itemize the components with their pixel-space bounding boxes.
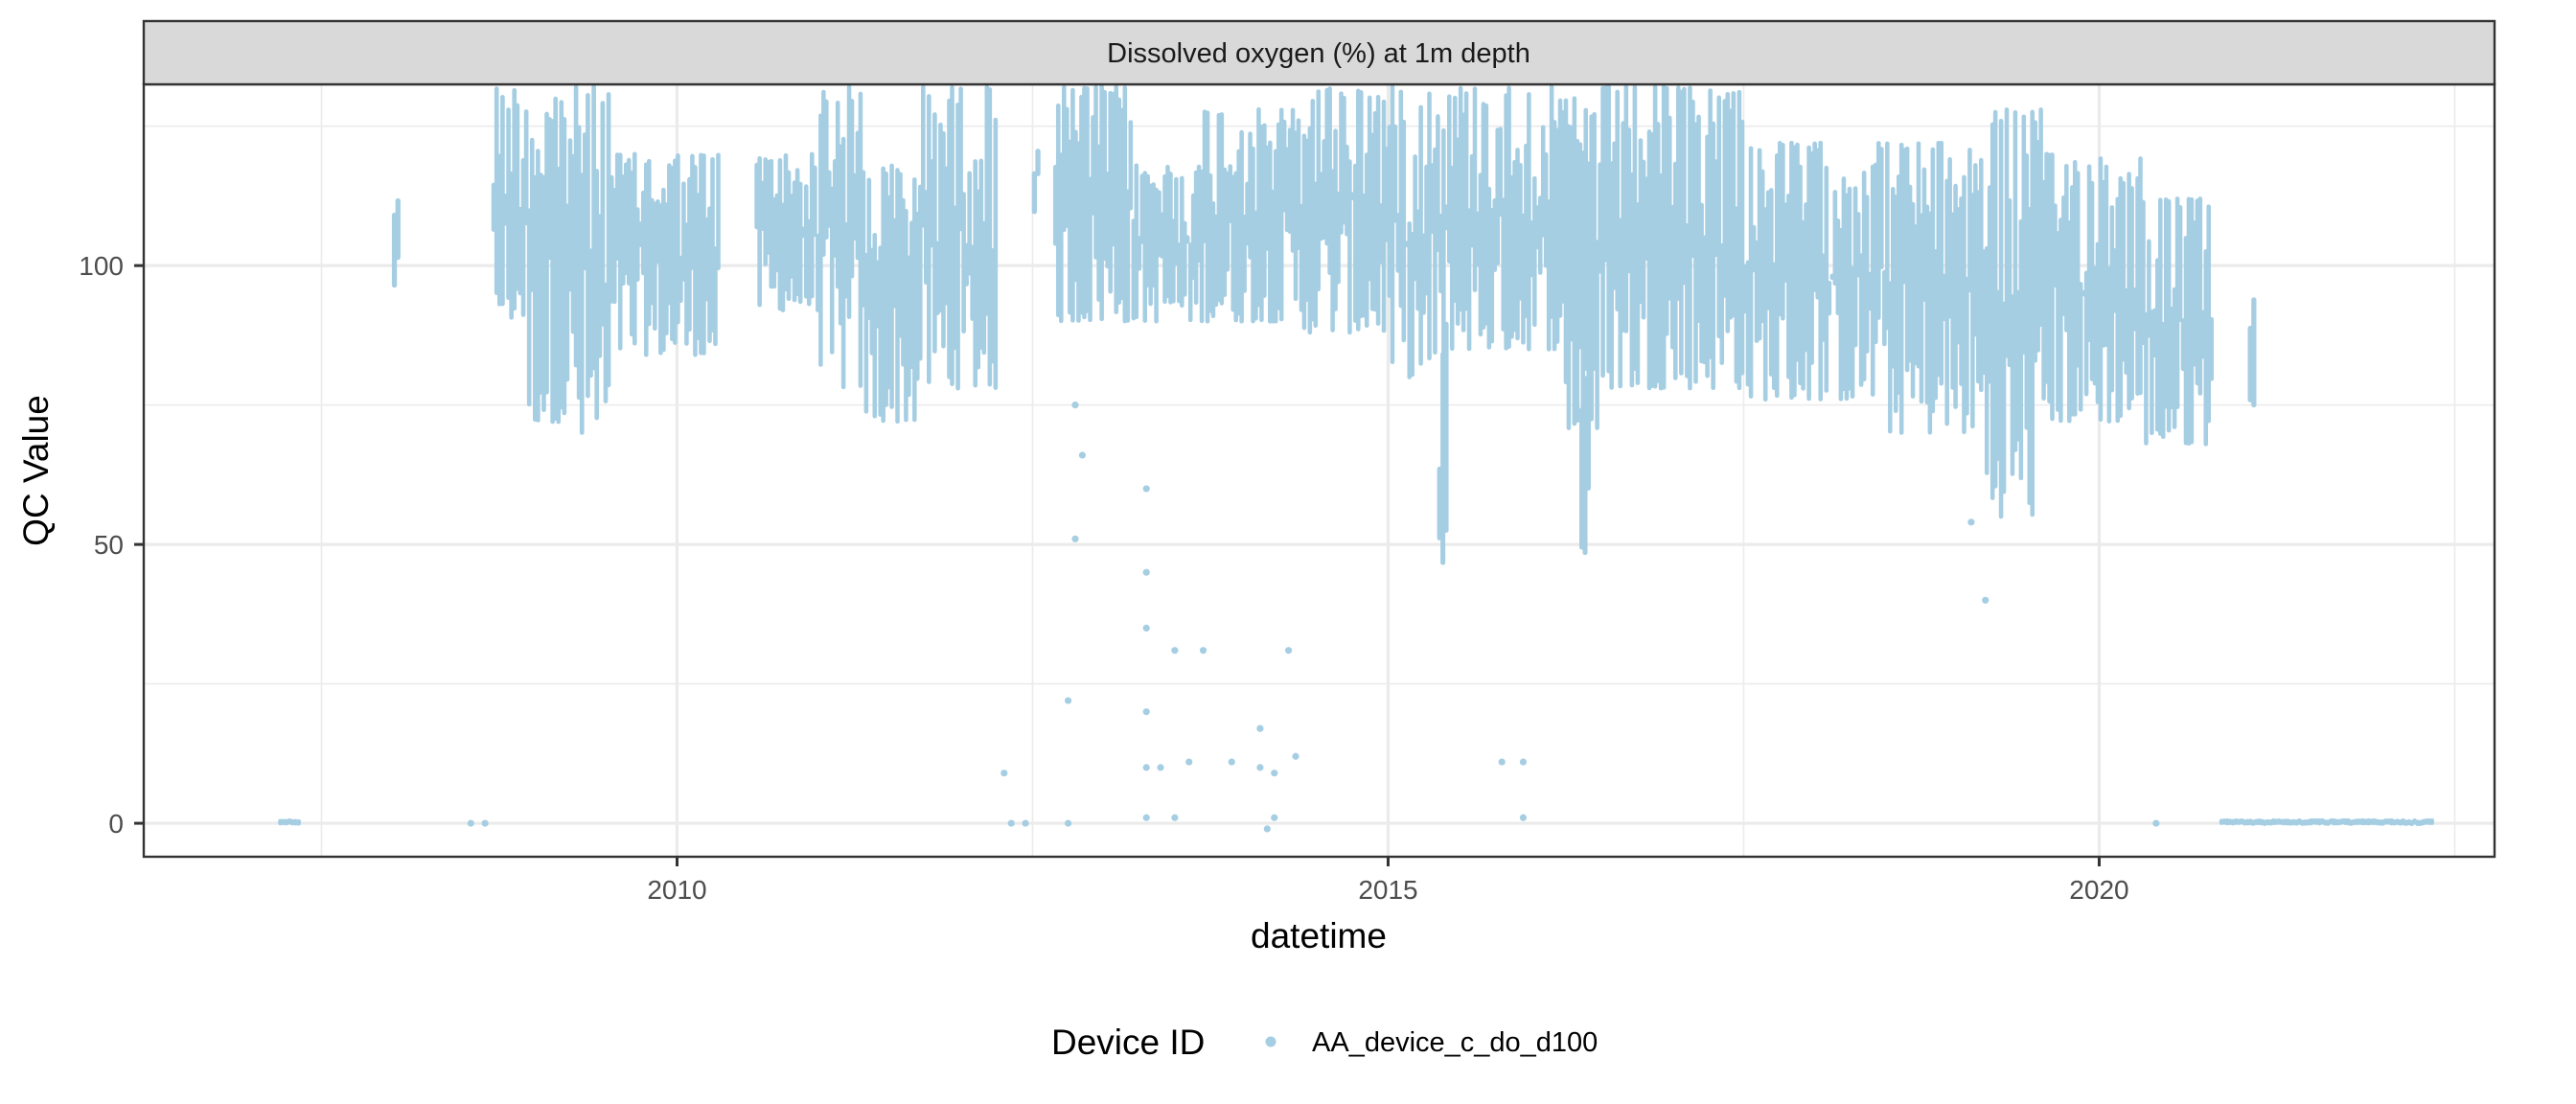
data-point (1982, 596, 1990, 604)
data-point (1519, 758, 1528, 766)
y-axis-title: QC Value (16, 395, 56, 546)
x-tick-label: 2020 (2069, 875, 2128, 905)
x-tick-label: 2010 (647, 875, 706, 905)
data-point (1271, 770, 1278, 777)
y-tick-label: 100 (79, 251, 124, 281)
data-point (1519, 814, 1528, 821)
legend-label: AA_device_c_do_d100 (1312, 1027, 1598, 1058)
x-axis-title: datetime (1251, 916, 1387, 955)
data-point (1000, 770, 1008, 777)
facet-strip-background (142, 19, 2496, 86)
data-point (1185, 758, 1193, 766)
legend-key-point (1265, 1036, 1276, 1047)
data-point (1142, 485, 1150, 493)
data-point (1007, 819, 1015, 827)
data-point (1064, 819, 1072, 827)
y-tick-label: 50 (94, 530, 124, 560)
y-axis: 0 50 100 (79, 251, 144, 839)
data-point (1071, 402, 1079, 409)
facet-strip-title: Dissolved oxygen (%) at 1m depth (1107, 38, 1530, 69)
data-point (1142, 624, 1150, 632)
scatter-points (278, 84, 2434, 833)
data-point (1142, 764, 1150, 771)
data-point (1967, 518, 1975, 526)
data-point (1064, 697, 1072, 704)
data-point (1263, 825, 1271, 833)
data-point (1171, 647, 1179, 655)
data-point (1157, 764, 1164, 771)
data-point (1071, 535, 1079, 542)
y-tick-label: 0 (108, 809, 124, 839)
data-point (1228, 758, 1235, 766)
data-point (1256, 724, 1264, 732)
data-point (1142, 568, 1150, 576)
data-point (1199, 647, 1208, 655)
legend: Device ID AA_device_c_do_d100 (1051, 1023, 1598, 1062)
data-point (1498, 758, 1506, 766)
data-point (1284, 647, 1293, 655)
x-tick-label: 2015 (1358, 875, 1417, 905)
data-point (467, 819, 474, 827)
facet-strip: Dissolved oxygen (%) at 1m depth (142, 19, 2496, 86)
x-axis: 2010 2015 2020 (647, 857, 2129, 905)
data-point (1171, 814, 1179, 821)
legend-title: Device ID (1051, 1023, 1205, 1062)
data-point (1142, 708, 1150, 716)
data-point (1022, 819, 1029, 827)
data-point (1292, 752, 1300, 760)
data-point (1256, 764, 1264, 771)
data-point (481, 819, 489, 827)
data-point (1078, 451, 1087, 459)
data-point (1271, 814, 1278, 821)
data-point (2152, 819, 2160, 827)
data-point (1142, 814, 1150, 821)
